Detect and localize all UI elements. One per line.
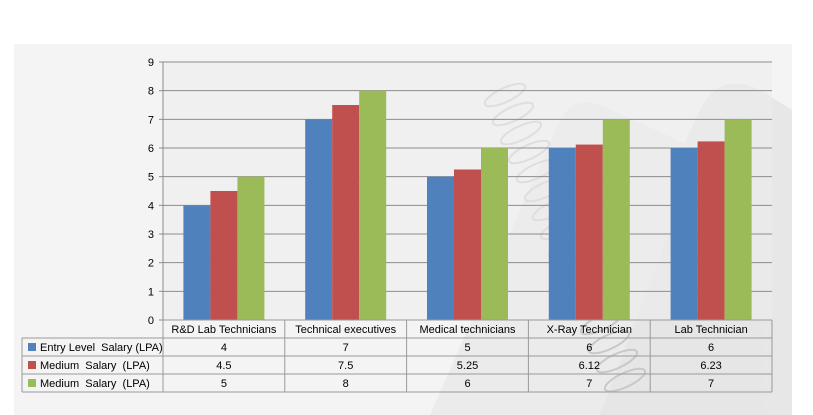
bar [697, 141, 725, 320]
bar [305, 119, 333, 320]
bar [332, 105, 360, 320]
category-label: Medical technicians [420, 324, 516, 336]
y-tick-label: 4 [148, 200, 154, 212]
y-tick-label: 2 [148, 258, 154, 270]
y-tick-label: 6 [148, 143, 154, 155]
category-label: Lab Technician [675, 324, 748, 336]
table-cell-value: 4 [221, 342, 227, 354]
table-cell-value: 7 [708, 378, 714, 390]
y-tick-label: 7 [148, 114, 154, 126]
legend-swatch [28, 379, 36, 387]
table-cell-value: 6 [464, 378, 470, 390]
bar [183, 205, 211, 320]
category-label: X-Ray Technician [547, 324, 632, 336]
table-cell-value: 7 [343, 342, 349, 354]
y-tick-label: 0 [148, 315, 154, 327]
bar [359, 90, 387, 321]
table-cell-value: 5 [221, 378, 227, 390]
legend-swatch [28, 343, 36, 351]
bar [454, 169, 481, 320]
y-axis-ticks: 0 1 2 3 4 5 6 7 8 9 [148, 57, 164, 327]
bars [183, 90, 752, 321]
y-tick-label: 5 [148, 172, 154, 184]
table-cell-value: 7.5 [338, 360, 353, 372]
table-cell-value: 7 [586, 378, 592, 390]
table-cell-value: 6.12 [579, 360, 600, 372]
legend-label: Medium Salary (LPA) [40, 360, 150, 372]
spiral-ring [595, 348, 639, 374]
y-tick-label: 9 [148, 57, 154, 69]
bar [427, 176, 454, 320]
category-label: R&D Lab Technicians [171, 324, 276, 336]
table-cell-value: 4.5 [216, 360, 231, 372]
bar [237, 176, 265, 320]
data-table: R&D Lab Technicians Technical executives M… [21, 319, 773, 393]
bar [724, 119, 752, 320]
category-label: Technical executives [295, 324, 396, 336]
table-cell-value: 6.23 [700, 360, 721, 372]
legend-label: Entry Level Salary (LPA) [40, 342, 163, 354]
bar [602, 119, 630, 320]
table-cell-value: 8 [343, 378, 349, 390]
bar [481, 148, 508, 320]
table-cell-value: 5.25 [457, 360, 478, 372]
bar [548, 148, 576, 320]
table-cell-value: 6 [586, 342, 592, 354]
table-cell-value: 5 [464, 342, 470, 354]
legend-label: Medium Salary (LPA) [40, 378, 150, 390]
y-tick-label: 8 [148, 86, 154, 98]
legend-swatch [28, 361, 36, 369]
bar [670, 148, 698, 320]
y-tick-label: 3 [148, 229, 154, 241]
table-cell-value: 6 [708, 342, 714, 354]
y-tick-label: 1 [148, 286, 154, 298]
spiral-ring [587, 329, 631, 355]
bar [575, 144, 603, 320]
bar [210, 191, 238, 320]
